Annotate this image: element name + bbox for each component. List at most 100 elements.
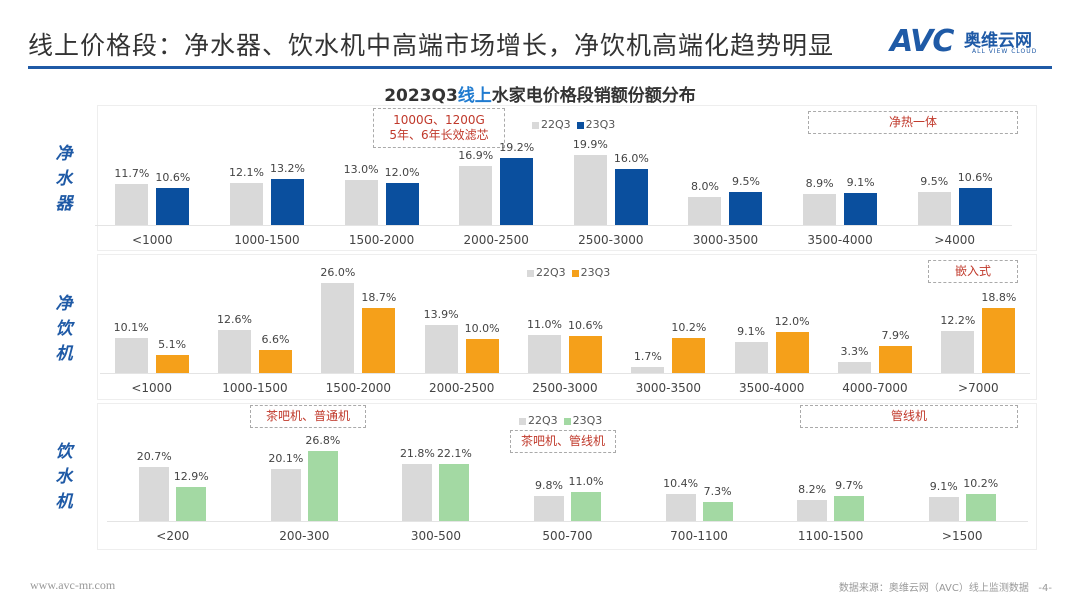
panel-drinking-purifier xyxy=(97,254,1037,400)
value-label: 13.9% xyxy=(423,308,459,322)
bar-22Q3 xyxy=(941,330,975,373)
value-label: 20.7% xyxy=(136,450,172,464)
bar-23Q3 xyxy=(702,502,733,521)
value-label: 1.7% xyxy=(633,350,662,364)
legend-text: 22Q3 xyxy=(541,118,571,131)
title-rule xyxy=(28,66,1052,69)
bar-22Q3 xyxy=(797,499,828,521)
legend: 22Q3 23Q3 xyxy=(527,266,616,279)
row-label-purifier: 净水器 xyxy=(55,144,73,214)
category-label: 200-300 xyxy=(279,529,330,543)
value-label: 18.7% xyxy=(361,291,397,305)
bar-22Q3 xyxy=(917,191,951,225)
value-label: 26.0% xyxy=(320,266,356,280)
category-label: >7000 xyxy=(958,381,999,395)
category-label: <200 xyxy=(156,529,190,543)
note-embedded: 嵌入式 xyxy=(928,260,1018,283)
legend-swatch xyxy=(532,121,539,129)
value-label: 12.0% xyxy=(384,166,420,179)
value-label: 10.2% xyxy=(671,320,707,334)
legend-item: 22Q3 xyxy=(519,414,558,427)
bar-22Q3 xyxy=(115,184,149,225)
bar-23Q3 xyxy=(439,463,470,521)
footer-url[interactable]: www.avc-mr.com xyxy=(30,578,116,592)
note-hot-cold: 净热一体 xyxy=(808,111,1018,134)
category-label: 1000-1500 xyxy=(222,381,288,395)
bar-22Q3 xyxy=(528,335,561,373)
value-label: 13.2% xyxy=(269,161,305,175)
bar-23Q3 xyxy=(775,331,809,373)
legend-text: 22Q3 xyxy=(536,266,566,279)
bar-23Q3 xyxy=(982,308,1016,373)
value-label: 21.8% xyxy=(399,447,435,461)
bar-22Q3 xyxy=(114,338,148,373)
panel-dispenser xyxy=(97,403,1037,550)
legend-swatch xyxy=(576,121,584,129)
panel-purifier xyxy=(97,105,1037,251)
value-label: 26.8% xyxy=(305,434,341,448)
note-line: 1000G、1200G xyxy=(393,113,485,127)
value-label: 12.2% xyxy=(940,313,976,327)
bar-22Q3 xyxy=(838,361,871,373)
avc-logo: AVC 奥维云网 ALL VIEW CLOUD xyxy=(890,24,1060,60)
bar-23Q3 xyxy=(672,337,706,373)
value-label: 10.4% xyxy=(663,476,699,490)
bar-22Q3 xyxy=(229,182,263,225)
legend: 22Q3 23Q3 xyxy=(532,118,621,131)
bar-23Q3 xyxy=(259,350,292,373)
category-label: <1000 xyxy=(131,381,172,395)
bar-23Q3 xyxy=(965,494,996,521)
value-label: 9.5% xyxy=(731,174,760,188)
bar-22Q3 xyxy=(402,464,433,521)
bar-23Q3 xyxy=(155,355,189,373)
legend-text: 23Q3 xyxy=(572,414,603,427)
legend-swatch xyxy=(527,269,534,277)
category-label: 3000-3500 xyxy=(692,233,759,247)
legend-item: 23Q3 xyxy=(563,414,603,427)
value-label: 10.6% xyxy=(155,170,191,184)
value-label: 6.6% xyxy=(261,333,290,347)
category-label: 1500-2000 xyxy=(348,233,415,247)
bar-22Q3 xyxy=(734,341,768,373)
bar-22Q3 xyxy=(631,367,665,373)
logo-mark: AVC xyxy=(890,24,954,59)
value-label: 7.3% xyxy=(703,485,732,499)
bar-22Q3 xyxy=(321,283,355,373)
category-label: 700-1100 xyxy=(670,529,728,543)
legend-text: 23Q3 xyxy=(585,118,616,131)
value-label: 9.7% xyxy=(835,478,864,492)
bar-23Q3 xyxy=(362,308,396,373)
legend-item: 23Q3 xyxy=(576,118,616,131)
category-label: 4000-7000 xyxy=(842,381,908,395)
legend-swatch xyxy=(571,269,579,277)
bar-22Q3 xyxy=(665,493,696,521)
bar-23Q3 xyxy=(958,187,992,225)
note-capacity: 1000G、1200G 5年、6年长效滤芯 xyxy=(373,108,505,148)
bar-22Q3 xyxy=(688,197,722,225)
bar-23Q3 xyxy=(879,345,912,373)
category-label: 2000-2500 xyxy=(463,233,529,247)
value-label: 22.1% xyxy=(436,446,472,460)
note-tea-normal: 茶吧机、普通机 xyxy=(250,405,366,428)
bar-23Q3 xyxy=(156,187,190,225)
value-label: 9.1% xyxy=(846,176,875,190)
category-label: 300-500 xyxy=(410,529,461,543)
category-label: 500-700 xyxy=(542,529,593,543)
value-label: 16.0% xyxy=(613,152,649,165)
value-label: 13.0% xyxy=(343,162,379,176)
value-label: 9.5% xyxy=(920,174,949,188)
bar-23Q3 xyxy=(571,492,601,521)
value-label: 10.6% xyxy=(957,170,993,184)
legend-item: 22Q3 xyxy=(532,118,571,131)
bar-22Q3 xyxy=(803,193,837,225)
value-label: 19.9% xyxy=(572,138,608,152)
value-label: 10.6% xyxy=(568,319,603,333)
page-number: -4- xyxy=(1038,583,1052,594)
bar-23Q3 xyxy=(729,191,763,225)
legend-text: 22Q3 xyxy=(528,414,558,427)
bar-23Q3 xyxy=(834,495,865,521)
bar-22Q3 xyxy=(424,325,458,373)
bar-22Q3 xyxy=(534,495,564,521)
value-label: 11.0% xyxy=(568,475,604,489)
row-label-drinking-purifier: 净饮机 xyxy=(55,294,73,364)
